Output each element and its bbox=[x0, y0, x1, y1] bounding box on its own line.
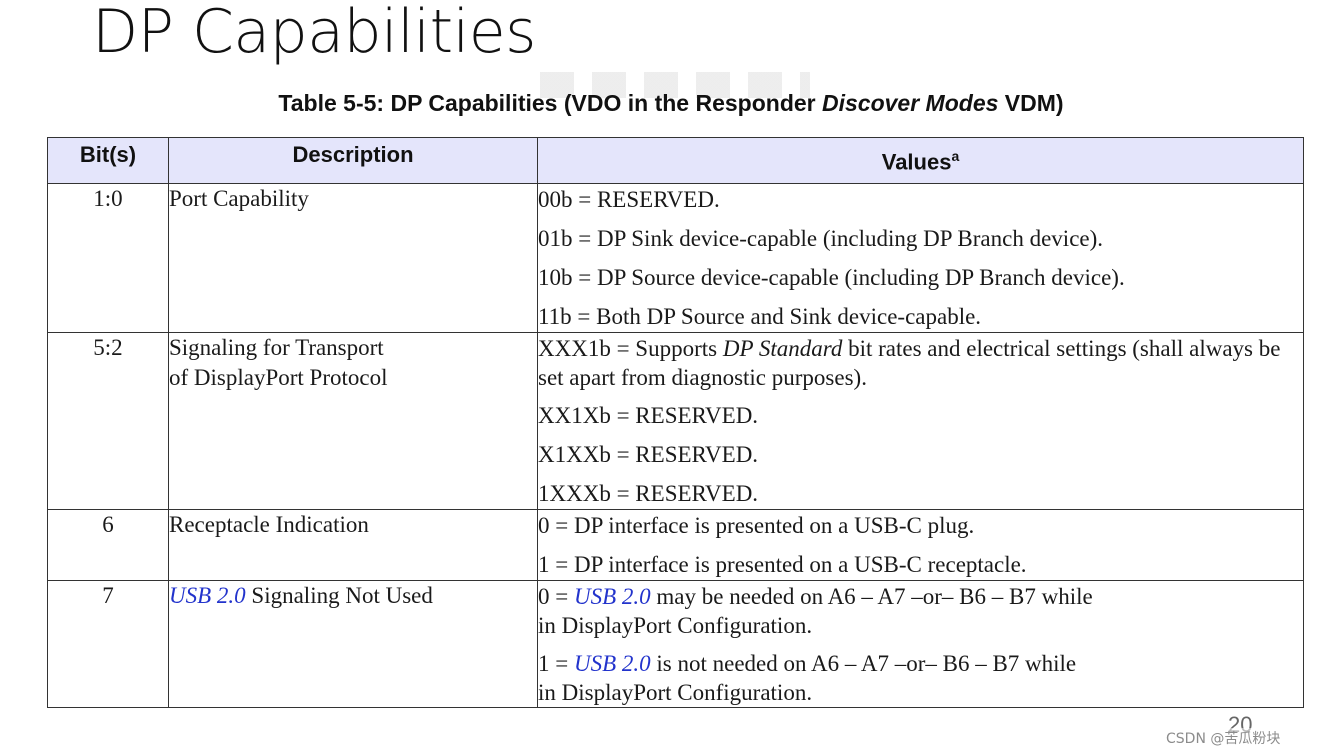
value-entry: 0 = DP interface is presented on a USB-C… bbox=[538, 513, 975, 538]
value-entry: XX1Xb = RESERVED. bbox=[538, 403, 759, 428]
values-cell: XXX1b = Supports DP Standard bit rates a… bbox=[537, 332, 1304, 510]
value-entry: 1XXXb = RESERVED. bbox=[538, 481, 759, 506]
footnote-marker: a bbox=[951, 148, 960, 164]
usb-2-0-link[interactable]: USB 2.0 bbox=[169, 583, 246, 608]
caption-italic: Discover Modes bbox=[822, 90, 999, 116]
table-caption: Table 5-5: DP Capabilities (VDO in the R… bbox=[0, 90, 1318, 117]
header-values: Valuesa bbox=[537, 137, 1304, 184]
description-line: of DisplayPort Protocol bbox=[169, 365, 388, 390]
dp-capabilities-table: Bit(s) Description Valuesa 1:0 Port Capa… bbox=[47, 137, 1304, 708]
bits-cell: 7 bbox=[47, 580, 169, 708]
slide-title: DP Capabilities bbox=[92, 0, 536, 67]
description-cell: Signaling for Transport of DisplayPort P… bbox=[168, 332, 538, 510]
value-entry: 0 = USB 2.0 may be needed on A6 – A7 –or… bbox=[538, 584, 1093, 638]
header-description: Description bbox=[168, 137, 538, 184]
value-entry: 00b = RESERVED. bbox=[538, 187, 720, 212]
usb-2-0-link[interactable]: USB 2.0 bbox=[573, 651, 651, 676]
table-row: 6 Receptacle Indication 0 = DP interface… bbox=[47, 509, 1304, 581]
value-entry: 1 = DP interface is presented on a USB-C… bbox=[538, 552, 1027, 577]
value-entry: 11b = Both DP Source and Sink device-cap… bbox=[538, 304, 982, 329]
watermark: CSDN @苦瓜粉块 bbox=[1166, 728, 1281, 748]
table-row: 1:0 Port Capability 00b = RESERVED. 01b … bbox=[47, 183, 1304, 333]
value-entry: 01b = DP Sink device-capable (including … bbox=[538, 226, 1104, 251]
value-entry: X1XXb = RESERVED. bbox=[538, 442, 759, 467]
caption-prefix: Table 5-5: DP Capabilities (VDO in the R… bbox=[278, 90, 822, 116]
bits-cell: 1:0 bbox=[47, 183, 169, 333]
table-row: 5:2 Signaling for Transport of DisplayPo… bbox=[47, 332, 1304, 510]
bits-cell: 5:2 bbox=[47, 332, 169, 510]
table-header-row: Bit(s) Description Valuesa bbox=[47, 137, 1304, 184]
value-entry: XXX1b = Supports DP Standard bit rates a… bbox=[538, 336, 1281, 390]
caption-suffix: VDM) bbox=[998, 90, 1064, 116]
header-bits: Bit(s) bbox=[47, 137, 169, 184]
ghost-text-artifact bbox=[540, 72, 810, 98]
table-row: 7 USB 2.0 Signaling Not Used 0 = USB 2.0… bbox=[47, 580, 1304, 708]
bits-cell: 6 bbox=[47, 509, 169, 581]
usb-2-0-link[interactable]: USB 2.0 bbox=[573, 584, 651, 609]
dp-standard-term: DP Standard bbox=[722, 336, 843, 361]
values-cell: 00b = RESERVED. 01b = DP Sink device-cap… bbox=[537, 183, 1304, 333]
values-cell: 0 = USB 2.0 may be needed on A6 – A7 –or… bbox=[537, 580, 1304, 708]
value-entry: 1 = USB 2.0 is not needed on A6 – A7 –or… bbox=[538, 651, 1077, 705]
description-cell: USB 2.0 Signaling Not Used bbox=[168, 580, 538, 708]
values-cell: 0 = DP interface is presented on a USB-C… bbox=[537, 509, 1304, 581]
description-cell: Port Capability bbox=[168, 183, 538, 333]
description-line: Signaling for Transport bbox=[169, 335, 384, 360]
description-cell: Receptacle Indication bbox=[168, 509, 538, 581]
value-entry: 10b = DP Source device-capable (includin… bbox=[538, 265, 1125, 290]
